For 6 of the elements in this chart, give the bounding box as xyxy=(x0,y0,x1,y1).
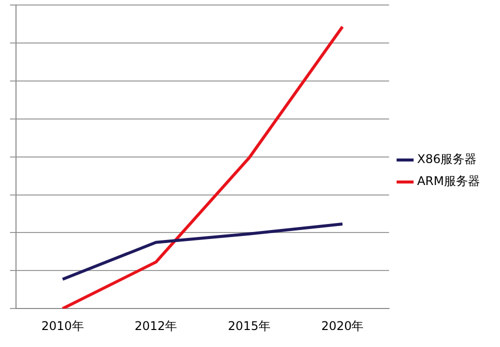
x-tick-label: 2010年 xyxy=(41,318,84,333)
x-tick-label: 2012年 xyxy=(134,318,178,333)
x-tick-label: 2015年 xyxy=(228,318,270,333)
legend-label: ARM服务器 xyxy=(417,174,480,188)
x-tick-label: 2020年 xyxy=(321,318,364,333)
legend-label: X86服务器 xyxy=(417,152,477,166)
